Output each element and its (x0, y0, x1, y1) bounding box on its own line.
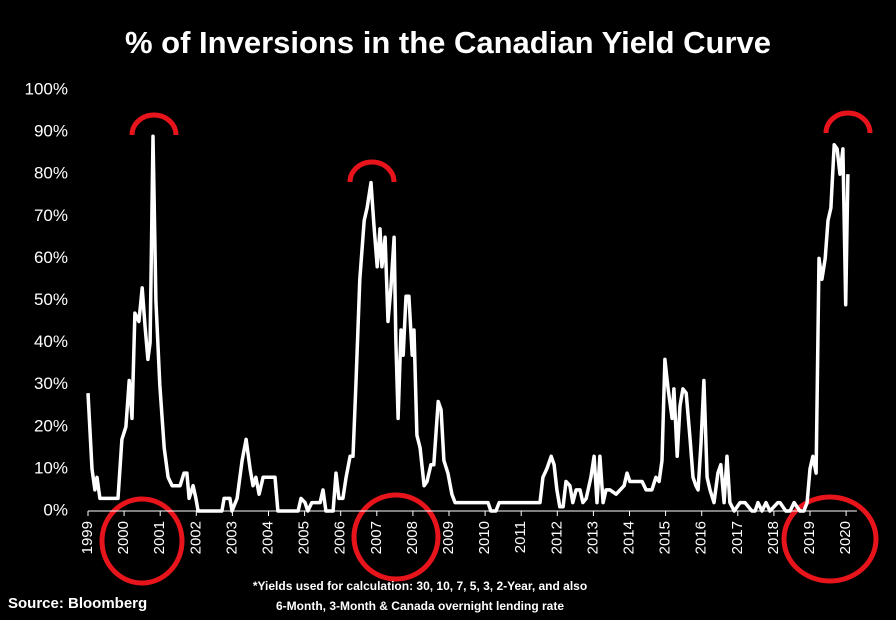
x-tick-label: 2005 (296, 521, 313, 554)
peak-arc (129, 112, 179, 136)
footnote: *Yields used for calculation: 30, 10, 7,… (253, 579, 587, 593)
x-tick-label: 2020 (837, 521, 854, 554)
year-circle (781, 494, 879, 584)
x-tick-label: 2009 (440, 521, 457, 554)
x-tick-label: 2019 (801, 521, 818, 554)
y-tick-label: 70% (34, 206, 68, 225)
source: Source: Bloomberg (8, 595, 147, 612)
x-tick-label: 2011 (512, 521, 529, 553)
y-tick-label: 20% (34, 416, 68, 435)
x-tick-label: 2008 (404, 521, 421, 554)
y-tick-label: 0% (43, 500, 68, 519)
y-tick-label: 50% (34, 290, 68, 309)
x-tick-label: 2015 (657, 521, 674, 554)
x-tick-label: 2012 (548, 521, 565, 554)
x-tick-label: 2002 (187, 521, 204, 554)
chart-title: % of Inversions in the Canadian Yield Cu… (125, 25, 771, 60)
x-tick-label: 2000 (115, 521, 132, 554)
x-tick-label: 2001 (151, 521, 168, 554)
series-line (86, 134, 850, 513)
x-tick-label: 2016 (693, 521, 710, 554)
y-tick-label: 80% (34, 164, 68, 183)
x-tick-label: 2006 (332, 521, 349, 554)
y-tick-label: 90% (34, 122, 68, 141)
footnote: 6-Month, 3-Month & Canada overnight lend… (276, 599, 564, 613)
highlights (99, 110, 879, 586)
x-tick-label: 2013 (584, 521, 601, 554)
y-tick-label: 10% (34, 458, 68, 477)
x-tick-label: 2004 (259, 521, 276, 554)
x-tick-label: 2003 (223, 521, 240, 554)
x-tick-label: 2010 (476, 521, 493, 554)
x-tick-label: 1999 (79, 521, 96, 554)
year-circle (351, 492, 441, 582)
y-tick-label: 40% (34, 332, 68, 351)
y-tick-label: 60% (34, 248, 68, 267)
x-tick-label: 2017 (729, 521, 746, 554)
y-tick-label: 100% (25, 79, 68, 98)
x-tick-label: 2018 (765, 521, 782, 554)
y-tick-label: 30% (34, 374, 68, 393)
peak-arc (347, 159, 397, 183)
x-tick-label: 2007 (368, 521, 385, 554)
year-circle (99, 496, 185, 586)
peak-arc (823, 110, 873, 134)
x-tick-label: 2014 (620, 521, 637, 554)
